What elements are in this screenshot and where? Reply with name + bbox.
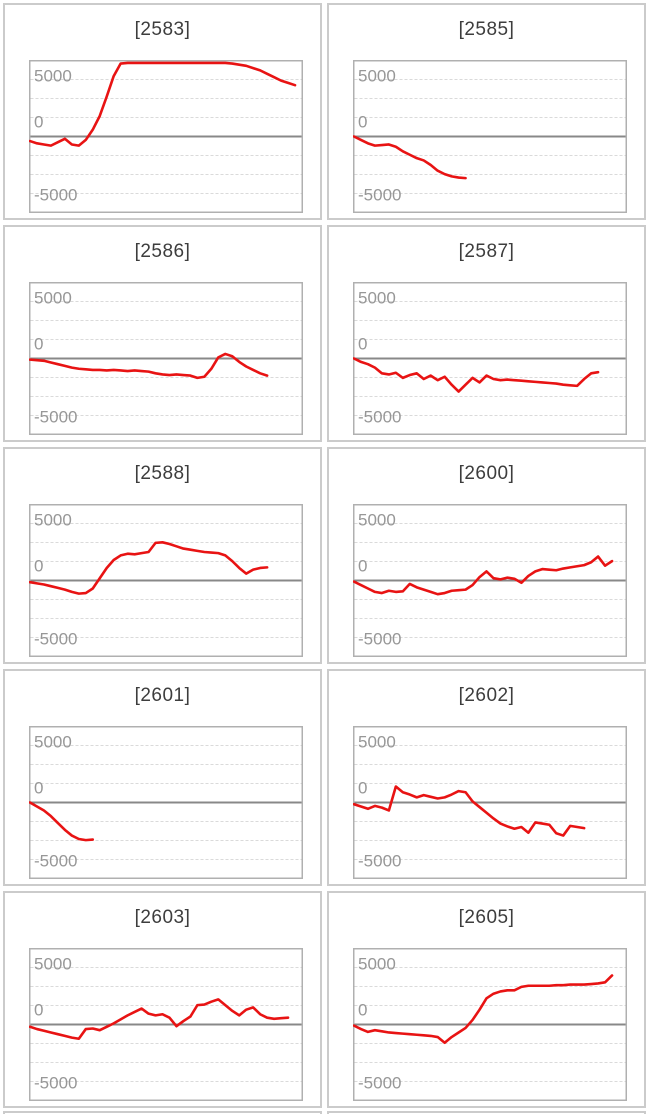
chart-title: [2585] (458, 19, 515, 40)
chart-cell: [2603] 5000 0 -5000 (3, 891, 322, 1108)
chart-plot: 5000 0 -5000 (29, 282, 303, 435)
chart-title: [2588] (134, 463, 191, 484)
y-axis-label: -5000 (34, 852, 77, 871)
y-axis-label: 0 (34, 113, 43, 132)
chart-grid: [2583] 5000 0 -5000 [2585] 5000 0 -5000 [258… (3, 3, 646, 1108)
y-axis-label: 0 (34, 335, 43, 354)
y-axis-label: -5000 (358, 630, 401, 649)
series-line (29, 61, 297, 147)
chart-cell: [2601] 5000 0 -5000 (3, 669, 322, 886)
y-axis-label: -5000 (358, 408, 401, 427)
y-axis-label: 5000 (34, 955, 72, 974)
next-row-clipped (3, 1111, 646, 1114)
y-axis-label: 5000 (34, 289, 72, 308)
y-axis-label: 5000 (358, 67, 396, 86)
chart-title: [2602] (458, 685, 515, 706)
chart-cell: [2583] 5000 0 -5000 (3, 3, 322, 220)
chart-plot: 5000 0 -5000 (353, 948, 627, 1101)
y-axis-label: -5000 (358, 852, 401, 871)
plot-border (353, 726, 627, 879)
chart-cell-partial (3, 1111, 322, 1114)
y-axis-label: -5000 (358, 186, 401, 205)
chart-title: [2601] (134, 685, 191, 706)
chart-cell: [2600] 5000 0 -5000 (327, 447, 646, 664)
y-axis-label: 5000 (34, 733, 72, 752)
series-line (353, 974, 614, 1045)
chart-plot: 5000 0 -5000 (353, 726, 627, 879)
plot-border (29, 948, 303, 1101)
series-line (353, 135, 467, 180)
y-axis-label: -5000 (358, 1074, 401, 1093)
chart-title: [2600] (458, 463, 515, 484)
chart-plot: 5000 0 -5000 (29, 948, 303, 1101)
series-line (29, 998, 290, 1041)
chart-plot: 5000 0 -5000 (29, 60, 303, 213)
chart-title: [2587] (458, 241, 515, 262)
chart-cell-partial (327, 1111, 646, 1114)
y-axis-label: 0 (358, 557, 367, 576)
y-axis-label: 5000 (358, 955, 396, 974)
chart-title: [2605] (458, 907, 515, 928)
y-axis-label: 0 (358, 779, 367, 798)
series-line (353, 555, 614, 596)
y-axis-label: 0 (358, 113, 367, 132)
series-line (353, 785, 586, 837)
chart-plot: 5000 0 -5000 (29, 504, 303, 657)
series-line (29, 352, 269, 380)
y-axis-label: -5000 (34, 1074, 77, 1093)
plot-border (29, 504, 303, 657)
y-axis-label: 0 (34, 1001, 43, 1020)
y-axis-label: 5000 (358, 733, 396, 752)
y-axis-label: 5000 (34, 67, 72, 86)
chart-plot: 5000 0 -5000 (29, 726, 303, 879)
series-line (29, 541, 269, 595)
chart-title: [2583] (134, 19, 191, 40)
y-axis-label: 5000 (358, 289, 396, 308)
chart-plot: 5000 0 -5000 (353, 504, 627, 657)
chart-plot: 5000 0 -5000 (353, 60, 627, 213)
chart-plot: 5000 0 -5000 (353, 282, 627, 435)
y-axis-label: -5000 (34, 630, 77, 649)
chart-cell: [2588] 5000 0 -5000 (3, 447, 322, 664)
y-axis-label: 0 (34, 779, 43, 798)
series-line (29, 801, 95, 842)
y-axis-label: -5000 (34, 408, 77, 427)
y-axis-label: 5000 (358, 511, 396, 530)
chart-cell: [2585] 5000 0 -5000 (327, 3, 646, 220)
series-line (353, 357, 600, 393)
chart-cell: [2605] 5000 0 -5000 (327, 891, 646, 1108)
chart-title: [2603] (134, 907, 191, 928)
plot-border (29, 60, 303, 213)
y-axis-label: 0 (34, 557, 43, 576)
chart-title: [2586] (134, 241, 191, 262)
y-axis-label: -5000 (34, 186, 77, 205)
chart-cell: [2586] 5000 0 -5000 (3, 225, 322, 442)
y-axis-label: 0 (358, 335, 367, 354)
chart-cell: [2602] 5000 0 -5000 (327, 669, 646, 886)
chart-cell: [2587] 5000 0 -5000 (327, 225, 646, 442)
y-axis-label: 0 (358, 1001, 367, 1020)
y-axis-label: 5000 (34, 511, 72, 530)
